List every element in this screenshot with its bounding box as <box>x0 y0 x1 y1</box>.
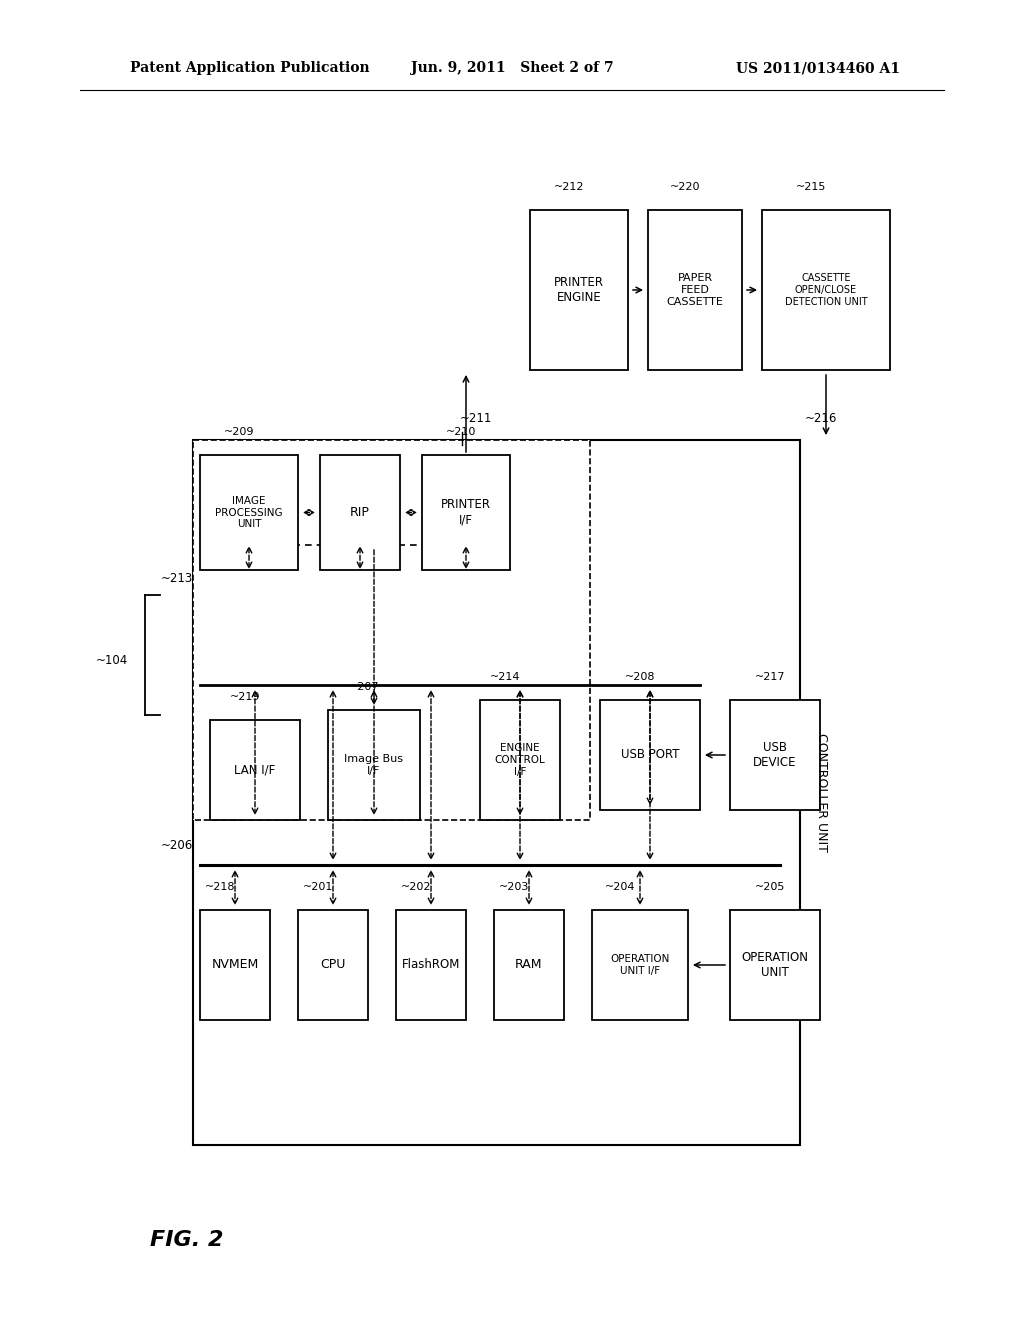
Text: IMAGE
PROCESSING
UNIT: IMAGE PROCESSING UNIT <box>215 496 283 529</box>
Bar <box>762 210 890 370</box>
Bar <box>422 455 510 570</box>
Bar <box>328 710 420 820</box>
Text: ~216: ~216 <box>805 412 838 425</box>
Text: RAM: RAM <box>515 958 543 972</box>
Text: Image Bus
I/F: Image Bus I/F <box>344 754 403 776</box>
Text: ~204: ~204 <box>605 882 636 892</box>
Text: PAPER
FEED
CASSETTE: PAPER FEED CASSETTE <box>667 273 723 306</box>
Text: ~220: ~220 <box>670 182 700 191</box>
Text: FIG. 2: FIG. 2 <box>150 1230 223 1250</box>
Text: ~208: ~208 <box>625 672 655 682</box>
Bar <box>730 700 820 810</box>
Text: ~217: ~217 <box>755 672 785 682</box>
Bar <box>200 455 298 570</box>
Text: LAN I/F: LAN I/F <box>234 763 275 776</box>
Text: ~209: ~209 <box>224 426 255 437</box>
Bar <box>298 909 368 1020</box>
Text: ~214: ~214 <box>490 672 520 682</box>
Text: CASSETTE
OPEN/CLOSE
DETECTION UNIT: CASSETTE OPEN/CLOSE DETECTION UNIT <box>784 273 867 306</box>
Bar <box>494 909 564 1020</box>
Bar <box>730 909 820 1020</box>
Text: PRINTER
I/F: PRINTER I/F <box>441 499 490 527</box>
Text: FlashROM: FlashROM <box>401 958 460 972</box>
Text: ~213: ~213 <box>161 572 193 585</box>
Text: USB
DEVICE: USB DEVICE <box>754 741 797 770</box>
Text: ~202: ~202 <box>401 882 431 892</box>
Text: OPERATION
UNIT I/F: OPERATION UNIT I/F <box>610 954 670 975</box>
Bar <box>210 719 300 820</box>
Bar <box>193 440 590 820</box>
Bar <box>648 210 742 370</box>
Text: ~218: ~218 <box>205 882 236 892</box>
Text: ~203: ~203 <box>499 882 529 892</box>
Text: ~205: ~205 <box>755 882 785 892</box>
Text: PRINTER
ENGINE: PRINTER ENGINE <box>554 276 604 304</box>
Text: ~211: ~211 <box>460 412 493 425</box>
Text: Jun. 9, 2011   Sheet 2 of 7: Jun. 9, 2011 Sheet 2 of 7 <box>411 61 613 75</box>
Bar <box>396 909 466 1020</box>
Text: ENGINE
CONTROL
I/F: ENGINE CONTROL I/F <box>495 743 546 776</box>
Text: NVMEM: NVMEM <box>211 958 259 972</box>
Bar <box>480 700 560 820</box>
Text: ~210: ~210 <box>446 426 476 437</box>
Text: USB PORT: USB PORT <box>621 748 679 762</box>
Text: OPERATION
UNIT: OPERATION UNIT <box>741 950 809 979</box>
Bar <box>530 210 628 370</box>
Text: ~207: ~207 <box>349 682 380 692</box>
Text: ~215: ~215 <box>796 182 826 191</box>
Bar <box>319 455 400 570</box>
Text: Patent Application Publication: Patent Application Publication <box>130 61 370 75</box>
Text: RIP: RIP <box>350 506 370 519</box>
Text: ~206: ~206 <box>161 840 193 851</box>
Text: CONTROLLER UNIT: CONTROLLER UNIT <box>815 733 828 851</box>
Text: ~104: ~104 <box>96 653 128 667</box>
Bar <box>193 440 800 1144</box>
Text: CPU: CPU <box>321 958 346 972</box>
Text: ~212: ~212 <box>554 182 585 191</box>
Bar <box>592 909 688 1020</box>
Text: US 2011/0134460 A1: US 2011/0134460 A1 <box>736 61 900 75</box>
Bar <box>600 700 700 810</box>
Text: ~201: ~201 <box>303 882 334 892</box>
Text: ~219: ~219 <box>230 692 260 702</box>
Bar <box>200 909 270 1020</box>
